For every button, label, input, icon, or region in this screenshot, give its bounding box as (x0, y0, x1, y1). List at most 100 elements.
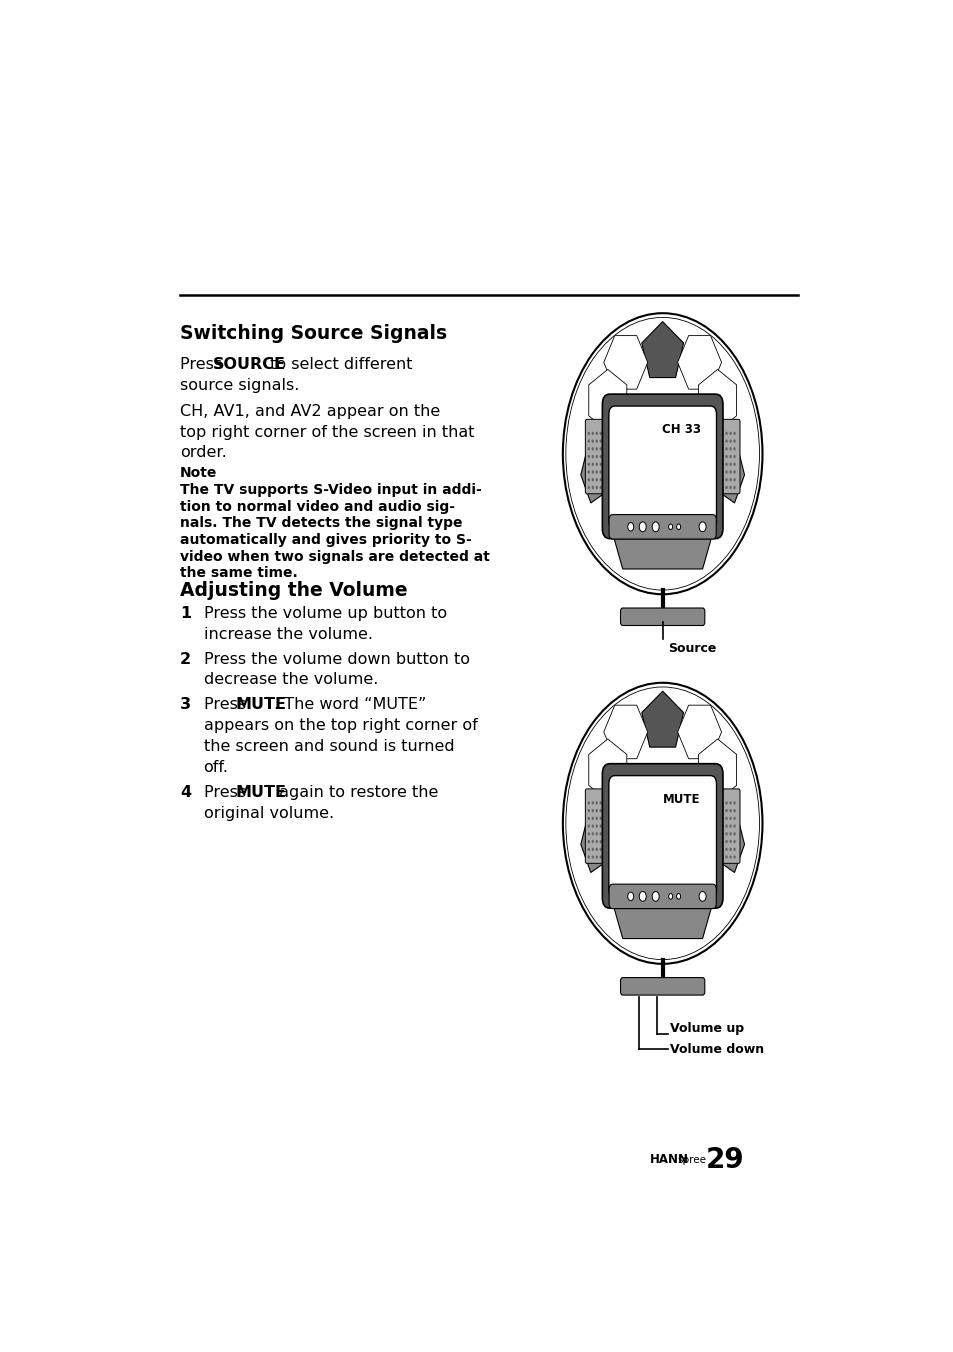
Circle shape (591, 817, 594, 821)
Polygon shape (708, 798, 743, 872)
Polygon shape (588, 369, 626, 431)
Text: spree: spree (677, 1155, 706, 1164)
Circle shape (595, 454, 598, 458)
Circle shape (603, 448, 605, 450)
Circle shape (717, 454, 719, 458)
Circle shape (595, 825, 598, 827)
Circle shape (717, 856, 719, 859)
Circle shape (587, 802, 589, 804)
Text: Press: Press (203, 784, 251, 800)
Circle shape (595, 831, 598, 836)
Circle shape (591, 831, 594, 836)
Text: The TV supports S-Video input in addi-: The TV supports S-Video input in addi- (180, 483, 481, 498)
Circle shape (729, 470, 731, 473)
Polygon shape (603, 706, 647, 758)
Circle shape (724, 831, 727, 836)
Circle shape (599, 802, 601, 804)
Polygon shape (677, 706, 720, 758)
Circle shape (652, 522, 659, 531)
Circle shape (587, 856, 589, 859)
Circle shape (733, 831, 735, 836)
Circle shape (587, 485, 589, 489)
Circle shape (595, 817, 598, 821)
Text: Press: Press (180, 357, 227, 372)
Circle shape (717, 840, 719, 844)
Circle shape (733, 485, 735, 489)
Circle shape (627, 892, 633, 900)
Circle shape (717, 448, 719, 450)
Circle shape (717, 808, 719, 813)
Circle shape (729, 817, 731, 821)
Circle shape (591, 802, 594, 804)
Circle shape (599, 439, 601, 442)
Circle shape (729, 454, 731, 458)
Circle shape (603, 470, 605, 473)
Text: Press: Press (203, 698, 251, 713)
Text: order.: order. (180, 445, 227, 461)
Circle shape (720, 802, 723, 804)
Circle shape (717, 831, 719, 836)
Circle shape (729, 462, 731, 466)
FancyBboxPatch shape (619, 977, 704, 995)
Text: Volume down: Volume down (669, 1042, 763, 1056)
Polygon shape (708, 429, 743, 503)
Circle shape (729, 802, 731, 804)
Text: Switching Source Signals: Switching Source Signals (180, 323, 447, 342)
Text: CH 33: CH 33 (661, 423, 700, 437)
Text: SOURCE: SOURCE (213, 357, 286, 372)
Circle shape (720, 454, 723, 458)
Circle shape (720, 848, 723, 850)
Circle shape (599, 817, 601, 821)
Polygon shape (588, 740, 626, 800)
Polygon shape (580, 429, 616, 503)
Circle shape (717, 485, 719, 489)
Text: the screen and sound is turned: the screen and sound is turned (203, 740, 454, 754)
Circle shape (733, 479, 735, 481)
Circle shape (591, 825, 594, 827)
Circle shape (599, 808, 601, 813)
Circle shape (724, 439, 727, 442)
Text: MUTE: MUTE (235, 784, 286, 800)
Circle shape (599, 840, 601, 844)
Circle shape (720, 831, 723, 836)
Circle shape (733, 856, 735, 859)
Circle shape (603, 840, 605, 844)
Circle shape (599, 825, 601, 827)
Circle shape (724, 817, 727, 821)
Circle shape (591, 856, 594, 859)
Circle shape (733, 848, 735, 850)
Circle shape (587, 431, 589, 435)
Circle shape (565, 318, 759, 589)
Circle shape (720, 439, 723, 442)
Polygon shape (698, 740, 736, 800)
Circle shape (724, 479, 727, 481)
Circle shape (591, 848, 594, 850)
Text: MUTE: MUTE (235, 698, 286, 713)
Circle shape (595, 848, 598, 850)
Circle shape (587, 462, 589, 466)
Circle shape (729, 808, 731, 813)
Text: Press the volume up button to: Press the volume up button to (203, 606, 446, 621)
Circle shape (729, 439, 731, 442)
Circle shape (599, 431, 601, 435)
Circle shape (591, 462, 594, 466)
Circle shape (720, 817, 723, 821)
Circle shape (587, 454, 589, 458)
Circle shape (603, 808, 605, 813)
Circle shape (595, 470, 598, 473)
Text: again to restore the: again to restore the (274, 784, 437, 800)
FancyBboxPatch shape (585, 790, 610, 864)
Text: nals. The TV detects the signal type: nals. The TV detects the signal type (180, 516, 462, 530)
Circle shape (599, 462, 601, 466)
Circle shape (595, 808, 598, 813)
Text: top right corner of the screen in that: top right corner of the screen in that (180, 425, 474, 439)
Circle shape (603, 831, 605, 836)
Circle shape (724, 856, 727, 859)
Polygon shape (603, 335, 647, 389)
Circle shape (720, 856, 723, 859)
Circle shape (595, 462, 598, 466)
Circle shape (587, 470, 589, 473)
Circle shape (676, 525, 679, 530)
Circle shape (720, 431, 723, 435)
Circle shape (729, 831, 731, 836)
